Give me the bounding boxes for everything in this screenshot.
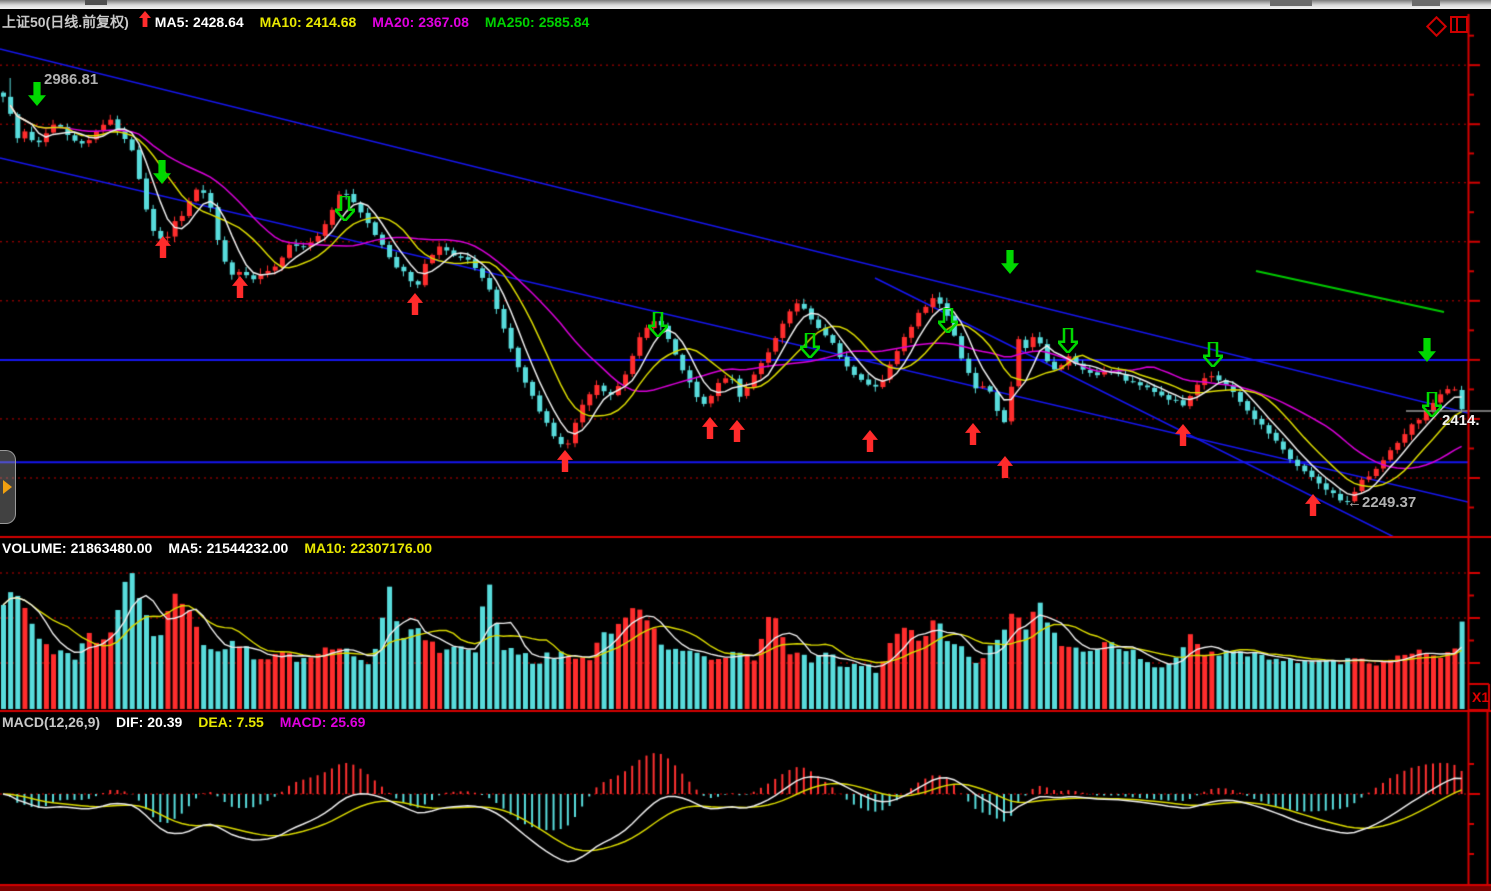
macd-value: 25.69	[330, 714, 366, 730]
macd-value-label: MACD:	[279, 714, 327, 730]
dea-label: DEA:	[198, 714, 233, 730]
sell-signal-hollow-arrow-icon	[1422, 392, 1442, 417]
sell-signal-hollow-arrow-icon	[1058, 328, 1078, 353]
sell-signal-hollow-arrow-icon	[335, 196, 355, 221]
page-title: 上证50(日线.前复权)	[2, 14, 129, 30]
split-window-divider	[1456, 18, 1458, 31]
toolbar-notch	[1412, 0, 1440, 6]
ma10-label: MA10:	[259, 14, 302, 30]
buy-signal-arrow-icon	[965, 423, 981, 445]
buy-signal-arrow-icon	[1305, 494, 1321, 516]
buy-signal-arrow-icon	[155, 236, 171, 258]
ma5-value: 2428.64	[193, 14, 244, 30]
sell-signal-hollow-arrow-icon	[1203, 342, 1223, 367]
volume-value: 21863480.00	[70, 540, 153, 556]
macd-header: MACD(12,26,9) DIF: 20.39 DEA: 7.55 MACD: 25.69	[2, 714, 369, 730]
sell-signal-arrow-icon	[153, 160, 171, 184]
buy-signal-arrow-icon	[407, 293, 423, 315]
vol-ma10-label: MA10:	[304, 540, 347, 556]
sidebar-flyout-handle[interactable]	[0, 450, 16, 524]
main-chart-header: 上证50(日线.前复权) MA5: 2428.64 MA10: 2414.68 MA20:…	[2, 11, 593, 30]
ma20-value: 2367.08	[418, 14, 469, 30]
buy-signal-arrow-icon	[232, 276, 248, 298]
last-price-callout: 2414.	[1442, 412, 1480, 429]
low-price-callout: ←2249.37	[1347, 494, 1417, 511]
dif-label: DIF:	[116, 714, 144, 730]
split-window-icon[interactable]	[1450, 16, 1468, 33]
volume-label: VOLUME:	[2, 540, 67, 556]
buy-signal-arrow-icon	[997, 456, 1013, 478]
ma5-label: MA5:	[154, 14, 190, 30]
flyout-arrow-icon	[3, 480, 12, 494]
vol-ma5-label: MA5:	[168, 540, 203, 556]
dea-value: 7.55	[236, 714, 264, 730]
top-toolbar-strip	[0, 0, 1491, 9]
sell-signal-arrow-icon	[1418, 338, 1436, 362]
vol-ma5-value: 21544232.00	[206, 540, 289, 556]
macd-title: MACD(12,26,9)	[2, 714, 101, 730]
buy-signal-arrow-icon	[1175, 424, 1191, 446]
ma250-label: MA250:	[484, 14, 535, 30]
high-price-callout: 2986.81	[44, 71, 99, 88]
volume-header: VOLUME: 21863480.00 MA5: 21544232.00 MA10: 22…	[2, 540, 436, 556]
trend-up-arrow-icon	[138, 11, 151, 30]
toolbar-notch	[85, 0, 107, 5]
buy-signal-arrow-icon	[729, 420, 745, 442]
buy-signal-arrow-icon	[862, 430, 878, 452]
sell-signal-hollow-arrow-icon	[648, 312, 668, 337]
ma250-value: 2585.84	[538, 14, 590, 30]
sell-signal-arrow-icon	[1001, 250, 1019, 274]
toolbar-notch	[1270, 0, 1312, 6]
ma10-value: 2414.68	[305, 14, 357, 30]
sell-signal-hollow-arrow-icon	[938, 308, 958, 333]
volume-scale-label: X1	[1472, 689, 1490, 705]
dif-value: 20.39	[147, 714, 183, 730]
buy-signal-arrow-icon	[702, 417, 718, 439]
sell-signal-hollow-arrow-icon	[800, 333, 820, 358]
ma20-label: MA20:	[372, 14, 415, 30]
buy-signal-arrow-icon	[557, 450, 573, 472]
vol-ma10-value: 22307176.00	[350, 540, 433, 556]
sell-signal-arrow-icon	[28, 82, 46, 106]
